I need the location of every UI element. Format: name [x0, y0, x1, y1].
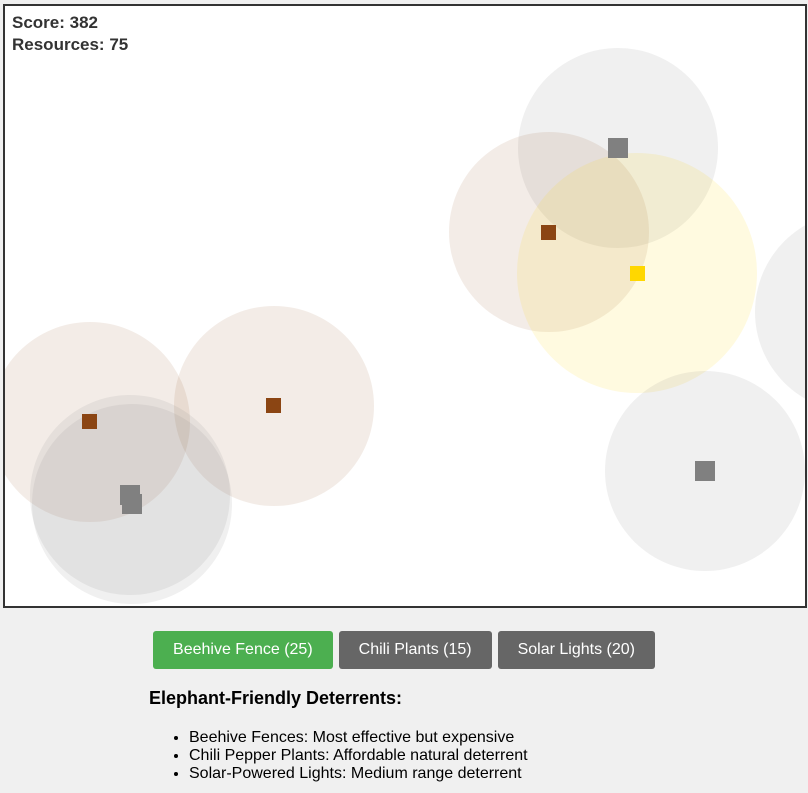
- chili-plant-marker[interactable]: [608, 138, 628, 158]
- beehive-fence-marker[interactable]: [541, 225, 556, 240]
- beehive-fence-marker[interactable]: [82, 414, 97, 429]
- info-title: Elephant-Friendly Deterrents:: [149, 688, 403, 708]
- chili-plant-marker[interactable]: [122, 494, 142, 514]
- list-item: Solar-Powered Lights: Medium range deter…: [189, 765, 669, 783]
- deterrent-info-panel: Elephant-Friendly Deterrents: Beehive Fe…: [149, 688, 669, 783]
- beehive-range: [5, 322, 190, 522]
- chili-plant-marker[interactable]: [695, 461, 715, 481]
- score-display: Score: 382: [12, 13, 98, 32]
- game-field[interactable]: Score: 382 Resources: 75: [3, 4, 807, 608]
- chili-plants-button[interactable]: Chili Plants (15): [338, 631, 492, 669]
- resources-display: Resources: 75: [12, 35, 129, 54]
- beehive-fence-marker[interactable]: [266, 398, 281, 413]
- game-field-graphics: [5, 48, 805, 604]
- offscreen-range: [755, 225, 805, 399]
- solar-light-marker[interactable]: [630, 266, 645, 281]
- list-item: Beehive Fences: Most effective but expen…: [189, 729, 669, 747]
- deterrent-list: Beehive Fences: Most effective but expen…: [149, 729, 669, 783]
- list-item: Chili Pepper Plants: Affordable natural …: [189, 747, 669, 765]
- deterrent-toolbar: Beehive Fence (25) Chili Plants (15) Sol…: [0, 631, 808, 669]
- beehive-fence-button[interactable]: Beehive Fence (25): [153, 631, 333, 669]
- solar-lights-button[interactable]: Solar Lights (20): [497, 631, 655, 669]
